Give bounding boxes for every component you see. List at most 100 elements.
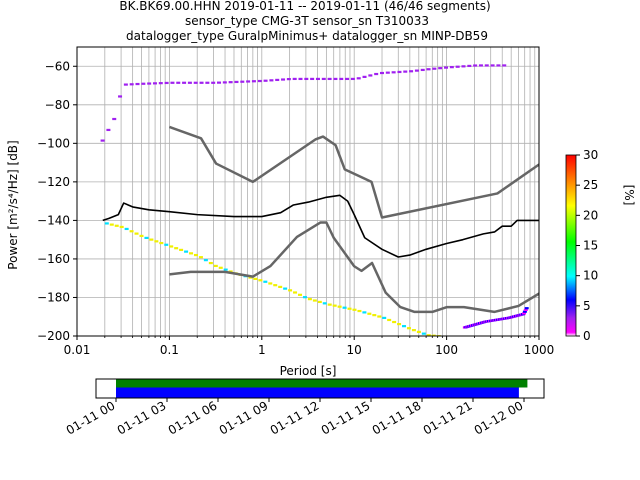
pdf-cell-high — [123, 83, 128, 86]
pdf-cell-low — [522, 310, 527, 313]
pdf-cell-low — [119, 225, 124, 229]
pdf-cell-low — [402, 325, 407, 328]
pdf-cell-low — [109, 223, 114, 226]
pdf-cell-high — [135, 82, 140, 86]
colorbar-label: [%] — [622, 185, 636, 206]
pdf-cell-high — [490, 64, 495, 67]
pdf-cell-high — [211, 81, 216, 84]
pdf-cell-high — [240, 80, 245, 83]
plot-area — [77, 47, 539, 336]
pdf-cell-low — [357, 309, 362, 313]
pdf-cell-low — [307, 298, 312, 301]
chart-title-line-3: datalogger_type GuralpMinimus+ datalogge… — [126, 29, 488, 43]
chart-title-line-2: sensor_type CMG-3T sensor_sn T310033 — [185, 14, 429, 28]
pdf-cell-high — [112, 117, 117, 121]
pdf-cell-high — [484, 64, 489, 67]
pdf-cell-high — [217, 81, 222, 84]
pdf-cell-low — [382, 316, 387, 320]
pdf-cell-low — [377, 315, 382, 318]
grid-lines — [77, 47, 539, 336]
pdf-cell-low — [174, 247, 179, 250]
pdf-cell-high — [281, 78, 286, 81]
pdf-cell-low — [273, 284, 278, 287]
pdf-cell-high — [298, 77, 303, 81]
pdf-cell-low — [283, 287, 288, 290]
pdf-cell-high — [473, 64, 478, 67]
pdf-cell-low — [198, 256, 203, 259]
pdf-cell-high — [403, 70, 408, 73]
pdf-cell-low — [421, 332, 426, 335]
pdf-cell-high — [350, 77, 355, 81]
pdf-cell-high — [182, 81, 187, 84]
pdf-cell-high — [187, 81, 192, 84]
x-tick-label: 10 — [347, 343, 362, 357]
pdf-cell-low — [134, 232, 139, 235]
pdf-cell-low — [288, 289, 293, 292]
pdf-cell-low — [411, 329, 416, 332]
pdf-cell-low — [189, 252, 194, 255]
pdf-cell-low — [431, 334, 436, 336]
pdf-cell-high — [449, 66, 454, 69]
pdf-cell-high — [444, 66, 449, 69]
pdf-cell-high — [100, 139, 105, 142]
pdf-cell-high — [461, 65, 466, 68]
pdf-cell-high — [391, 71, 396, 74]
new-low-noise-model — [169, 221, 539, 314]
pdf-cell-high — [414, 69, 419, 72]
pdf-cell-low — [302, 296, 307, 299]
y-tick-label: −100 — [37, 136, 70, 150]
coverage-tick-label: 01-11 12 — [268, 398, 322, 437]
pdf-cell-high — [222, 81, 227, 84]
pdf-cell-low — [159, 241, 164, 245]
pdf-cell-high — [275, 78, 280, 82]
pdf-cell-high — [152, 82, 157, 85]
pdf-cell-low — [203, 259, 208, 262]
coverage-bars — [116, 379, 528, 398]
pdf-cell-low — [327, 303, 332, 306]
coverage-bar-blue — [116, 387, 519, 398]
pdf-cell-low — [258, 279, 263, 282]
pdf-cell-low — [337, 305, 342, 308]
y-axis-label: Power [m²/s⁴/Hz] [dB] — [6, 140, 20, 269]
pdf-cell-high — [327, 77, 332, 81]
pdf-cell-low — [521, 312, 526, 315]
pdf-cell-high — [164, 81, 169, 85]
pdf-cell-high — [374, 72, 379, 76]
coverage-tick-label: 01-11 00 — [64, 398, 118, 437]
axes: 0.01 0.1 1 10 100 1000 −60 −80 −100 −120 −140 −160 −… — [37, 59, 554, 357]
pdf-cell-low — [228, 270, 233, 273]
pdf-cell-high — [304, 77, 309, 81]
colorbar-tick-label: 20 — [583, 208, 598, 222]
pdf-cell-high — [339, 77, 344, 81]
y-tick-label: −160 — [37, 252, 70, 266]
pdf-cell-low — [263, 280, 268, 283]
pdf-cell-low — [253, 277, 258, 281]
colorbar-tick-label: 0 — [583, 329, 591, 343]
pdf-cell-high — [129, 83, 134, 86]
pdf-cell-high — [478, 64, 483, 67]
pdf-cell-low — [406, 327, 411, 330]
pdf-cell-low — [213, 264, 218, 268]
y-tick-label: −200 — [37, 329, 70, 343]
pdf-cell-low — [426, 334, 431, 336]
pdf-cell-low — [278, 285, 283, 289]
coverage-tick-label: 01-11 06 — [166, 398, 220, 437]
pdf-cell-high — [176, 81, 181, 84]
pdf-cell-low — [293, 291, 298, 294]
coverage-tick-label: 01-11 21 — [421, 398, 475, 437]
pdf-cell-low — [322, 302, 327, 305]
pdf-cell-low — [129, 230, 134, 233]
pdf-cell-high — [455, 65, 460, 68]
pdf-cell-low — [218, 266, 223, 269]
pdf-cell-high — [502, 64, 507, 67]
pdf-cell-high — [420, 68, 425, 72]
pdf-cell-high — [362, 75, 367, 78]
pdf-cell-low — [193, 253, 198, 257]
pdf-cell-high — [158, 82, 163, 85]
pdf-cell-high — [141, 82, 146, 85]
pdf-cell-low — [352, 308, 357, 311]
pdf-cell-high — [170, 81, 175, 84]
pdf-cell-low — [139, 234, 144, 238]
